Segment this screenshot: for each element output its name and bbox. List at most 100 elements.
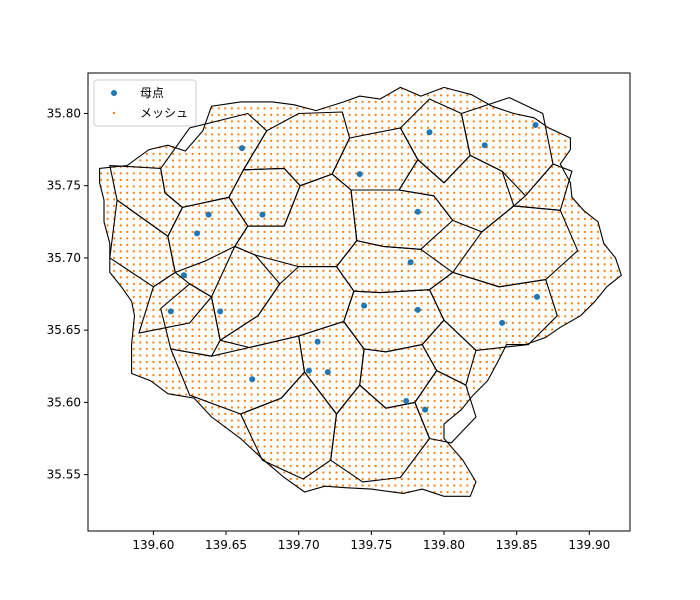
mesh-point: [400, 172, 403, 175]
mesh-point: [263, 354, 266, 357]
mesh-point: [296, 159, 299, 162]
mesh-point: [289, 341, 292, 344]
mesh-point: [276, 386, 279, 390]
mesh-point: [289, 172, 292, 175]
mesh-point: [198, 211, 201, 214]
mesh-point: [322, 386, 325, 390]
mesh-point: [505, 120, 508, 123]
mesh-point: [440, 165, 443, 168]
mesh-point: [132, 191, 135, 194]
mesh-point: [381, 139, 384, 142]
mesh-point: [309, 276, 312, 279]
mesh-point: [374, 399, 377, 403]
mesh-point: [139, 282, 142, 285]
mesh-point: [348, 321, 351, 324]
mesh-point: [407, 308, 410, 311]
mesh-point: [368, 165, 371, 168]
mesh-point: [453, 211, 456, 214]
mesh-point: [472, 256, 475, 259]
mesh-point: [583, 230, 587, 233]
mesh-point: [276, 152, 279, 155]
mesh-point: [322, 451, 325, 455]
mesh-point: [394, 224, 397, 227]
mesh-point: [433, 471, 436, 474]
mesh-point: [446, 308, 449, 311]
mesh-point: [145, 198, 148, 201]
mesh-point: [381, 302, 384, 305]
mesh-point: [309, 113, 312, 116]
mesh-point: [211, 321, 214, 324]
mesh-point: [322, 458, 325, 461]
mesh-point: [505, 237, 508, 240]
mesh-point: [139, 237, 142, 240]
mesh-point: [243, 217, 246, 220]
mesh-point: [152, 341, 155, 344]
mesh-point: [446, 484, 449, 487]
mesh-point: [270, 321, 273, 324]
mesh-point: [276, 289, 279, 292]
mesh-point: [191, 308, 194, 311]
mesh-point: [557, 269, 560, 272]
mesh-point: [596, 269, 600, 272]
mesh-point: [152, 269, 155, 272]
mesh-point: [426, 256, 430, 259]
mesh-point: [596, 256, 600, 259]
mesh-point: [126, 250, 129, 253]
mesh-point: [531, 328, 534, 331]
mesh-point: [302, 165, 305, 168]
mesh-point: [440, 354, 443, 357]
mesh-point: [420, 204, 423, 207]
mesh-point: [426, 185, 430, 188]
mesh-point: [243, 367, 246, 370]
mesh-point: [407, 412, 410, 416]
mesh-point: [420, 178, 423, 181]
mesh-point: [440, 94, 443, 97]
mesh-point: [263, 341, 266, 344]
mesh-point: [466, 282, 469, 285]
mesh-point: [538, 159, 541, 162]
mesh-point: [485, 204, 488, 207]
mesh-point: [165, 185, 168, 188]
mesh-point: [296, 360, 299, 364]
mesh-point: [224, 217, 227, 220]
mesh-point: [276, 373, 279, 377]
mesh-point: [564, 237, 567, 240]
mesh-point: [459, 367, 462, 370]
mesh-point: [283, 152, 286, 155]
mesh-point: [544, 256, 547, 259]
mesh-point: [413, 334, 416, 338]
mesh-point: [256, 354, 260, 357]
mesh-point: [498, 341, 501, 344]
mesh-point: [263, 217, 266, 220]
mesh-point: [204, 152, 207, 155]
mesh-point: [302, 159, 305, 162]
mesh-point: [426, 399, 430, 403]
mesh-point: [466, 191, 469, 194]
mesh-point: [185, 315, 188, 318]
mesh-point: [270, 328, 273, 331]
mesh-point: [426, 204, 430, 207]
mesh-point: [472, 211, 475, 214]
mesh-point: [256, 159, 260, 162]
mesh-point: [381, 295, 384, 298]
mesh-point: [263, 172, 266, 175]
mesh-point: [479, 185, 482, 188]
mesh-point: [270, 419, 273, 422]
mesh-point: [531, 334, 534, 338]
mesh-point: [237, 185, 240, 188]
mesh-point: [309, 295, 312, 298]
mesh-point: [551, 243, 554, 246]
mesh-point: [139, 347, 142, 351]
mesh-point: [433, 360, 436, 364]
mesh-point: [263, 373, 266, 377]
mesh-point: [243, 269, 246, 272]
mesh-point: [185, 289, 188, 292]
mesh-point: [400, 146, 403, 149]
mesh-point: [368, 432, 371, 435]
mesh-point: [230, 107, 233, 110]
mesh-point: [178, 256, 181, 259]
mesh-point: [518, 146, 521, 149]
mesh-point: [446, 165, 449, 168]
mesh-point: [596, 237, 600, 240]
mesh-point: [243, 224, 246, 227]
